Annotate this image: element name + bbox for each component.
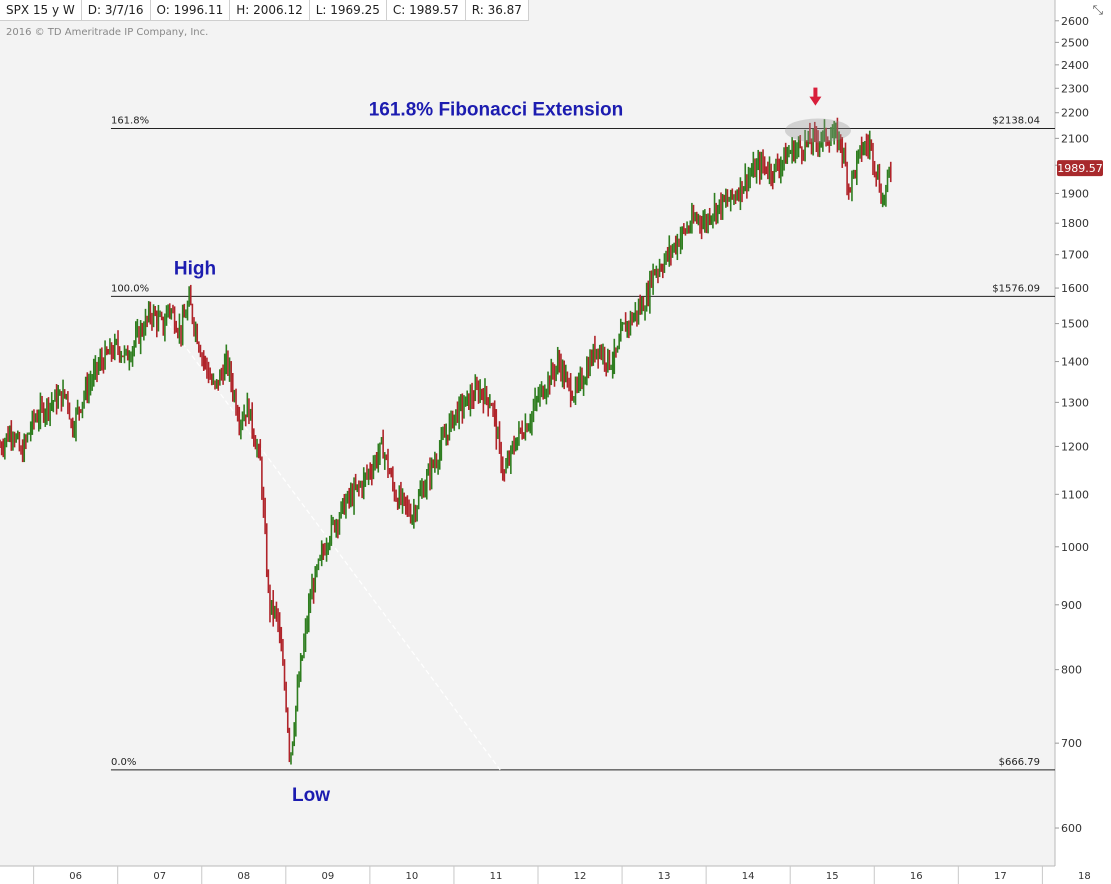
high-value: H: 2006.12	[230, 0, 310, 20]
y-tick-label: 2100	[1061, 132, 1089, 145]
arrow-head-icon	[809, 96, 822, 106]
copyright-notice: 2016 © TD Ameritrade IP Company, Inc.	[6, 27, 209, 38]
y-tick-label: 1500	[1061, 318, 1089, 331]
open-value: O: 1996.11	[151, 0, 231, 20]
x-tick-label: 11	[490, 871, 503, 882]
fib-level-percent: 100.0%	[111, 283, 149, 294]
y-tick-label: 2600	[1061, 15, 1089, 28]
last-price-tag	[1057, 160, 1103, 177]
axes: 600 700 800 900 1000 1100 1200 1300 1400 1500 1600…	[33, 15, 1103, 884]
quote-header: SPX 15 y W D: 3/7/16 O: 1996.11 H: 2006.…	[0, 0, 529, 21]
projection-line	[167, 323, 501, 771]
x-tick-label: 13	[658, 871, 671, 882]
annotation-label: 161.8% Fibonacci Extension	[369, 99, 623, 120]
annotation-label: Low	[292, 785, 330, 806]
fib-level-price: $1576.09	[992, 283, 1040, 294]
close-value: C: 1989.57	[387, 0, 466, 20]
y-tick-label: 700	[1061, 737, 1082, 750]
arrow-shaft	[813, 87, 818, 98]
x-tick-label: 16	[910, 871, 923, 882]
last-price-label: 1989.57	[1057, 162, 1103, 175]
y-tick-label: 900	[1061, 599, 1082, 612]
x-tick-label: 14	[742, 871, 755, 882]
fibonacci-levels: 161.8% $2138.04 100.0% $1576.09 0.0% $666.79	[110, 115, 1055, 771]
y-tick-label: 1600	[1061, 282, 1089, 295]
trend-layer	[167, 323, 501, 771]
annotations: 161.8% Fibonacci Extension High Low	[174, 87, 851, 806]
x-tick-label: 10	[406, 871, 419, 882]
y-tick-label: 800	[1061, 664, 1082, 677]
y-tick-label: 1900	[1061, 187, 1089, 200]
x-tick-label: 07	[153, 871, 166, 882]
y-tick-label: 1000	[1061, 541, 1089, 554]
y-tick-label: 1700	[1061, 249, 1089, 262]
x-tick-label: 08	[237, 871, 250, 882]
range-value: R: 36.87	[471, 3, 522, 17]
y-tick-label: 1300	[1061, 396, 1089, 409]
fib-level-price: $666.79	[999, 757, 1040, 768]
y-tick-label: 1100	[1061, 488, 1089, 501]
fib-level-price: $2138.04	[992, 115, 1040, 126]
x-tick-label: 06	[69, 871, 82, 882]
y-tick-label: 1200	[1061, 440, 1089, 453]
x-tick-label: 17	[994, 871, 1007, 882]
x-tick-label: 18	[1078, 871, 1091, 882]
y-tick-label: 2500	[1061, 36, 1089, 49]
x-tick-label: 09	[321, 871, 334, 882]
low-value: L: 1969.25	[310, 0, 387, 20]
fib-level-percent: 0.0%	[111, 757, 136, 768]
date-value: D: 3/7/16	[82, 0, 151, 20]
x-tick-label: 15	[826, 871, 839, 882]
y-tick-label: 1800	[1061, 217, 1089, 230]
y-tick-label: 2400	[1061, 59, 1089, 72]
price-bars	[0, 117, 892, 765]
y-tick-label: 600	[1061, 822, 1082, 835]
symbol-label[interactable]: SPX 15 y W	[0, 0, 82, 20]
y-tick-label: 1400	[1061, 356, 1089, 369]
plot-area[interactable]	[0, 0, 1055, 866]
x-tick-label: 12	[574, 871, 587, 882]
annotation-label: High	[174, 258, 216, 279]
drawing-tools-icon[interactable]: ⤡	[1092, 2, 1103, 17]
y-tick-label: 2300	[1061, 82, 1089, 95]
y-tick-label: 2200	[1061, 107, 1089, 120]
fib-level-percent: 161.8%	[111, 115, 149, 126]
highlight-ellipse	[784, 118, 851, 143]
